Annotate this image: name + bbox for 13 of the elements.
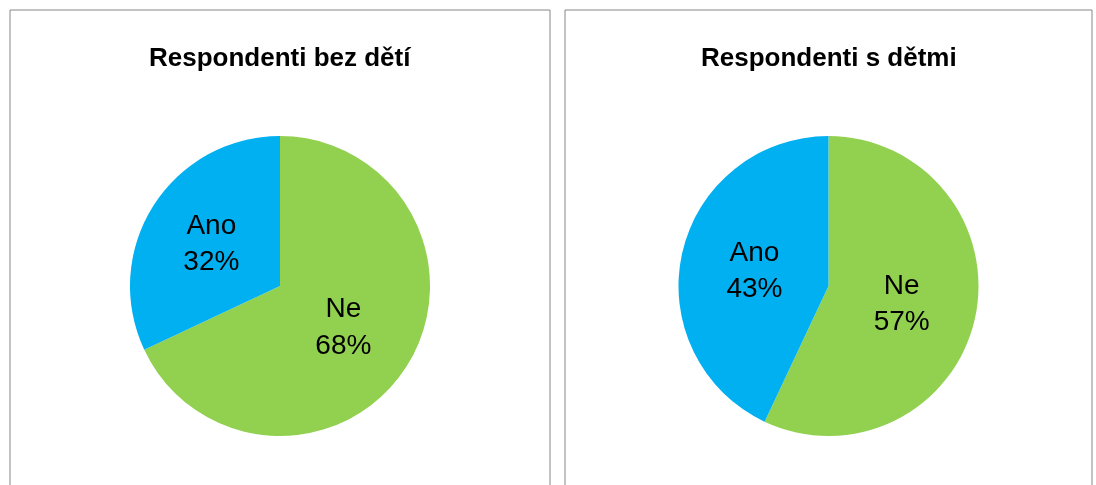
chart-title: Respondenti bez dětí bbox=[149, 42, 412, 72]
slice-label: Ano bbox=[186, 208, 237, 240]
data-label: 43% bbox=[726, 272, 783, 304]
slice-label: Ne bbox=[883, 268, 920, 300]
data-label: 57% bbox=[873, 305, 930, 337]
data-label: 68% bbox=[315, 328, 372, 360]
pie-slice bbox=[678, 136, 829, 422]
pie-slice bbox=[144, 136, 430, 436]
slice-label: Ne bbox=[325, 292, 362, 324]
data-label: 32% bbox=[183, 245, 240, 277]
slice-label: Ano bbox=[729, 235, 780, 267]
pie-slice bbox=[130, 136, 280, 350]
chart-title: Respondenti s dětmi bbox=[701, 42, 957, 72]
